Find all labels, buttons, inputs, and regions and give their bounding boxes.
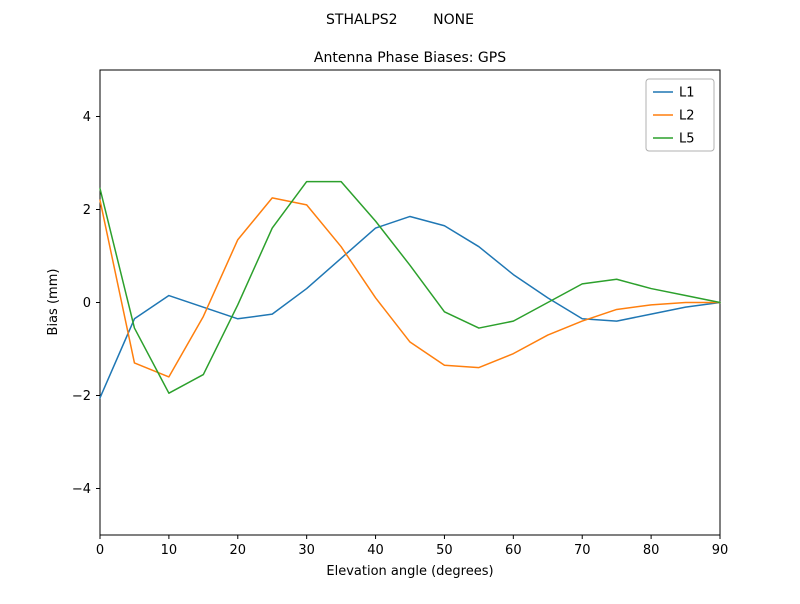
x-tick-label: 0: [96, 543, 104, 558]
x-tick-label: 80: [643, 543, 660, 558]
x-tick-label: 60: [505, 543, 522, 558]
legend-label-L2: L2: [679, 109, 695, 124]
chart-title: Antenna Phase Biases: GPS: [314, 50, 506, 66]
series-line-L5: [99, 180, 721, 394]
x-tick-label: 10: [161, 543, 178, 558]
figure-suptitle: STHALPS2 NONE: [326, 12, 474, 28]
series-line-L1: [99, 215, 721, 399]
x-tick-label: 40: [367, 543, 384, 558]
x-tick-label: 30: [298, 543, 315, 558]
y-tick-label: 4: [83, 110, 91, 125]
legend-frame: [645, 78, 715, 152]
x-axis-label: Elevation angle (degrees): [326, 564, 493, 579]
y-tick-label: −4: [72, 482, 91, 497]
legend-label-L1: L1: [679, 86, 695, 101]
plot-area: 0 10 20 30 40 50 60 70 80 90 −4 −2 0 2 4: [72, 69, 729, 558]
legend: L1 L2 L5: [645, 78, 715, 152]
axes-frame: [99, 69, 721, 536]
x-tick-label: 90: [712, 543, 729, 558]
y-axis-label: Bias (mm): [46, 269, 61, 336]
y-tick-label: 0: [83, 296, 91, 311]
x-tick-label: 20: [230, 543, 247, 558]
y-tick-label: −2: [72, 389, 91, 404]
x-tick-label: 70: [574, 543, 591, 558]
y-tick-label: 2: [83, 203, 91, 218]
series-line-L2: [99, 197, 721, 378]
legend-label-L5: L5: [679, 132, 695, 147]
x-tick-label: 50: [436, 543, 453, 558]
